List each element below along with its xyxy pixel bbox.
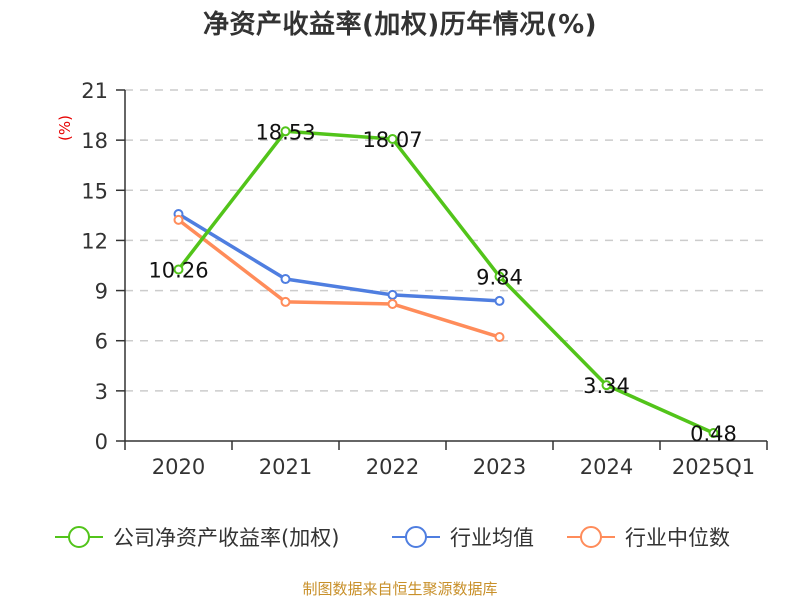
data-label: 18.07	[362, 128, 422, 152]
data-source-note: 制图数据来自恒生聚源数据库	[302, 580, 498, 598]
data-label: 9.84	[476, 266, 523, 290]
x-tick-label: 2023	[473, 455, 526, 479]
data-point-industry_avg	[494, 295, 505, 306]
data-label: 3.34	[583, 374, 630, 398]
legend-circle-icon	[580, 526, 602, 548]
y-tick-label: 21	[81, 79, 108, 103]
legend-item-industry_avg: 行业均值	[450, 526, 534, 550]
data-point-industry_median	[280, 296, 291, 307]
data-point-company	[708, 427, 719, 438]
y-tick-label: 0	[95, 430, 108, 454]
data-point-company	[280, 126, 291, 137]
data-label: 0.48	[690, 422, 737, 446]
y-tick-label: 12	[81, 229, 108, 253]
y-tick-label: 18	[81, 129, 108, 153]
legend-item-industry_median: 行业中位数	[625, 526, 730, 550]
y-tick-label: 15	[81, 179, 108, 203]
data-labels: 10.26 18.53 18.07 9.84 3.34 0.48	[148, 120, 736, 446]
data-point-industry_median	[494, 332, 505, 343]
series-line-company	[177, 129, 715, 435]
data-label: 10.26	[148, 259, 208, 283]
x-axis-ticks: 2020 2021 2022 2023 2024 2025Q1	[124, 441, 768, 479]
data-point-industry_avg	[280, 274, 291, 285]
y-tick-label: 6	[95, 330, 108, 354]
data-point-company	[387, 133, 398, 144]
x-tick-label: 2020	[152, 455, 205, 479]
data-point-company	[601, 380, 612, 391]
x-tick-label: 2022	[366, 455, 419, 479]
x-tick-label: 2024	[580, 455, 633, 479]
data-point-company	[173, 264, 184, 275]
chart-title: 净资产收益率(加权)历年情况(%)	[202, 10, 598, 40]
x-tick-label: 2021	[259, 455, 312, 479]
data-label: 18.53	[255, 120, 315, 144]
data-point-industry_median	[387, 298, 398, 309]
data-point-industry_median	[173, 214, 184, 225]
legend-item-company: 公司净资产收益率(加权)	[113, 526, 339, 550]
data-point-industry_avg	[387, 289, 398, 300]
legend: 公司净资产收益率(加权) 行业均值 行业中位数	[55, 526, 730, 550]
series-lines	[173, 126, 719, 438]
series-line-industry_avg	[177, 212, 500, 303]
axes	[124, 90, 767, 442]
data-point-company	[494, 271, 505, 282]
legend-circle-icon	[405, 526, 427, 548]
y-axis-label: (%)	[56, 115, 74, 141]
legend-circle-icon	[68, 526, 90, 548]
x-tick-label: 2025Q1	[672, 455, 755, 479]
y-tick-label: 9	[95, 280, 108, 304]
grid-lines	[125, 89, 767, 392]
y-tick-label: 3	[95, 380, 108, 404]
series-line-industry_median	[177, 218, 501, 339]
y-axis-ticks: 0 3 6 9 12 15 18 21	[81, 79, 125, 454]
